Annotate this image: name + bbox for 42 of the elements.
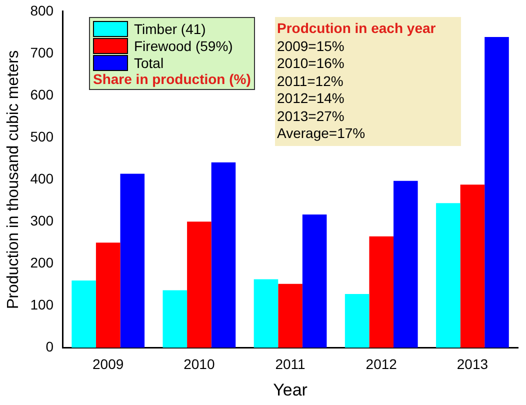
annotation: 2009=15% xyxy=(277,38,346,55)
x-tick-label: 2010 xyxy=(184,356,215,372)
x-tick-label: 2011 xyxy=(275,356,306,372)
y-axis-title: Production in thousand cubic meters xyxy=(5,50,22,310)
y-tick-label: 800 xyxy=(30,2,54,18)
x-tick-label: 2012 xyxy=(366,356,398,372)
bar xyxy=(369,236,394,348)
bar xyxy=(484,37,509,348)
legend-title: Share in production (%) xyxy=(93,71,251,87)
bar xyxy=(72,280,96,348)
bar xyxy=(394,180,418,348)
bar xyxy=(162,290,188,348)
y-tick-label: 100 xyxy=(30,296,54,313)
annotation: Prodcution in each year xyxy=(277,20,437,38)
bar xyxy=(302,214,327,348)
y-tick-label: 0 xyxy=(46,338,54,355)
y-tick-label: 300 xyxy=(30,212,54,229)
y-tick-label: 200 xyxy=(30,254,54,271)
bar xyxy=(254,279,278,348)
annotation: Average=17% xyxy=(277,125,366,142)
x-tick-label: 2013 xyxy=(456,356,488,372)
bar xyxy=(211,162,236,348)
y-tick-label: 700 xyxy=(30,44,54,60)
legend-label: Total xyxy=(134,54,164,70)
annotation: 2011=12% xyxy=(277,72,344,90)
bar xyxy=(436,203,460,348)
x-tick-label: 2009 xyxy=(92,356,124,372)
y-tick-label: 500 xyxy=(30,128,54,144)
y-tick-label: 600 xyxy=(30,86,54,102)
bar xyxy=(96,242,120,348)
bar xyxy=(278,284,302,348)
x-axis-title: Year xyxy=(273,380,308,400)
legend-label: Timber (41) xyxy=(134,20,206,36)
bar xyxy=(187,222,212,348)
bar xyxy=(120,174,145,348)
y-tick-label: 400 xyxy=(30,170,54,186)
bar xyxy=(344,294,370,348)
legend-label: Firewood (59%) xyxy=(134,38,233,54)
annotation: 2013=27% xyxy=(277,108,346,125)
bar xyxy=(460,184,485,348)
annotation: 2012=14% xyxy=(277,90,346,108)
annotation: 2010=16% xyxy=(277,55,346,72)
